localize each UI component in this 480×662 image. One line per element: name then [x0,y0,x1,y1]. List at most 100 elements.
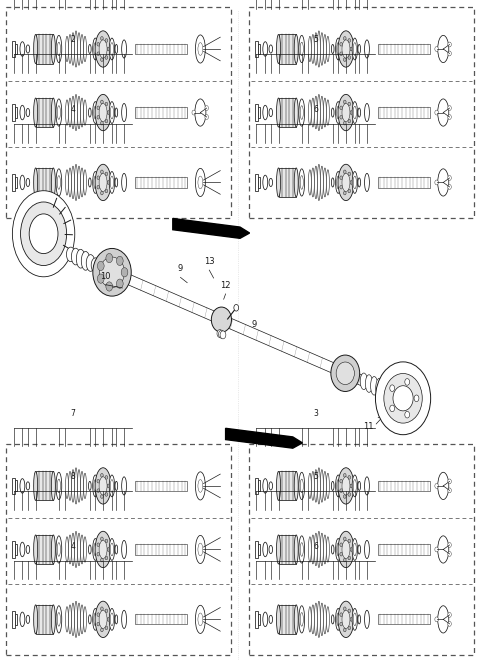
Ellipse shape [72,96,74,129]
Ellipse shape [78,96,81,129]
Ellipse shape [438,536,449,563]
Circle shape [340,42,343,46]
Circle shape [348,626,350,630]
Ellipse shape [121,103,127,122]
Bar [255,542,258,557]
Ellipse shape [309,36,312,62]
Circle shape [101,607,103,610]
Circle shape [344,100,346,104]
Ellipse shape [353,42,356,56]
Ellipse shape [324,605,326,634]
Ellipse shape [300,612,303,626]
Ellipse shape [198,176,203,189]
Ellipse shape [360,373,368,389]
Bar [135,481,187,491]
Ellipse shape [26,482,30,490]
Circle shape [29,214,58,254]
Circle shape [101,537,103,541]
Ellipse shape [338,95,354,130]
Ellipse shape [74,31,77,67]
Circle shape [97,613,100,616]
Bar [12,611,15,628]
Ellipse shape [121,540,127,559]
Ellipse shape [352,475,358,496]
Polygon shape [173,218,250,238]
Bar [255,478,258,494]
Circle shape [101,558,103,562]
Ellipse shape [269,545,273,553]
Ellipse shape [88,178,91,187]
Circle shape [350,547,353,551]
Ellipse shape [317,532,320,567]
Ellipse shape [321,32,324,66]
Circle shape [97,42,100,46]
Circle shape [192,110,195,115]
Circle shape [344,537,346,541]
Circle shape [435,547,438,552]
Circle shape [97,622,100,626]
Circle shape [220,331,226,339]
Ellipse shape [51,34,55,64]
Bar [15,481,17,491]
Ellipse shape [93,248,131,296]
Ellipse shape [276,535,280,564]
Ellipse shape [84,606,86,632]
Circle shape [344,473,346,477]
Ellipse shape [51,535,55,564]
Bar [135,107,187,118]
Circle shape [340,622,343,626]
Ellipse shape [314,603,317,636]
Ellipse shape [93,539,98,560]
Bar [255,611,258,628]
Ellipse shape [269,45,273,53]
Ellipse shape [336,475,341,496]
Circle shape [97,176,100,179]
Ellipse shape [198,479,203,493]
Ellipse shape [78,603,81,636]
Ellipse shape [358,178,360,187]
Circle shape [105,38,108,42]
Ellipse shape [364,173,370,191]
Ellipse shape [34,535,37,564]
Circle shape [344,36,346,40]
Circle shape [105,609,108,612]
Ellipse shape [84,473,86,498]
Ellipse shape [66,169,69,195]
Circle shape [348,119,350,123]
Ellipse shape [121,40,127,58]
Ellipse shape [364,40,370,58]
Ellipse shape [375,362,431,435]
Ellipse shape [299,35,305,63]
Ellipse shape [376,378,383,398]
Ellipse shape [336,176,340,189]
Circle shape [121,267,128,277]
Ellipse shape [331,355,360,391]
Circle shape [340,115,343,119]
Ellipse shape [94,176,97,189]
Ellipse shape [99,540,107,559]
Polygon shape [226,428,302,448]
Ellipse shape [336,171,341,193]
Ellipse shape [20,42,25,56]
Circle shape [105,189,108,193]
Text: 3: 3 [313,409,318,418]
Ellipse shape [110,176,113,189]
Bar [378,614,430,624]
Circle shape [405,411,409,418]
Ellipse shape [211,307,231,332]
Ellipse shape [336,613,340,626]
Bar [378,107,430,118]
Ellipse shape [93,38,98,60]
Bar [12,542,15,557]
Circle shape [390,385,395,391]
Circle shape [348,493,350,496]
Ellipse shape [324,98,326,127]
Ellipse shape [269,109,273,117]
Ellipse shape [195,99,206,126]
Ellipse shape [94,543,97,556]
Ellipse shape [121,610,127,628]
Ellipse shape [74,468,77,504]
Ellipse shape [300,175,303,189]
Circle shape [350,47,353,51]
Ellipse shape [195,605,205,634]
